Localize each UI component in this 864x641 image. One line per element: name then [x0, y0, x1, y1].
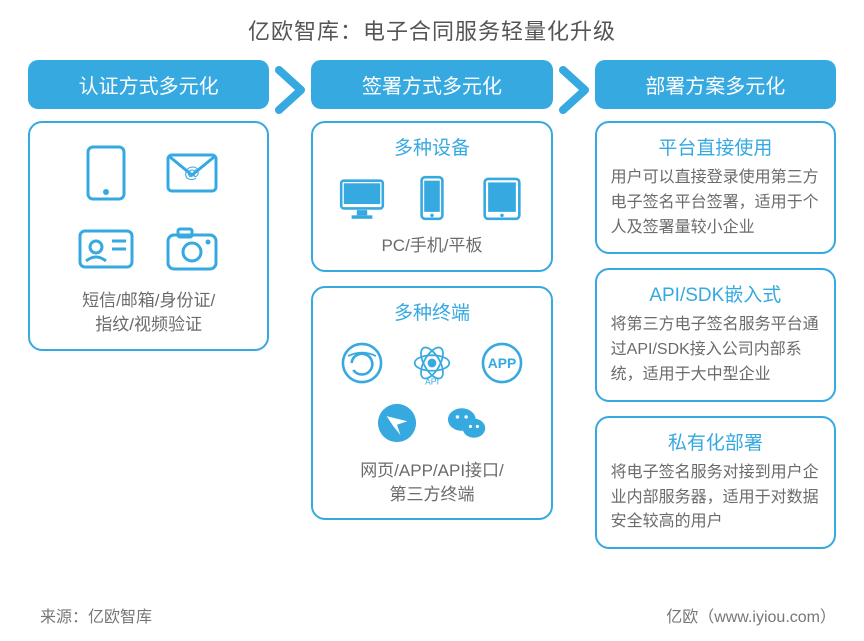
terminals-icon-row-1 [323, 331, 540, 391]
deploy-api-body: 将第三方电子签名服务平台通过API/SDK接入公司内部系统，适用于大中型企业 [607, 313, 824, 387]
column-deploy: 部署方案多元化 平台直接使用 用户可以直接登录使用第三方电子签名平台签署，适用于… [595, 60, 836, 563]
column-sign: 签署方式多元化 多种设备 PC/手机/平板 多种终端 网页/APP/API接口/… [311, 60, 552, 534]
deploy-api-title: API/SDK嵌入式 [607, 280, 824, 307]
deploy-private-body: 将电子签名服务对接到用户企业内部服务器，适用于对数据安全较高的用户 [607, 461, 824, 535]
arrow-2 [553, 60, 595, 114]
page-title: 亿欧智库：电子合同服务轻量化升级 [28, 14, 836, 46]
card-devices-title: 多种设备 [323, 133, 540, 160]
card-auth-methods: 短信/邮箱/身份证/ 指纹/视频验证 [28, 121, 269, 351]
idcard-icon [76, 219, 136, 279]
deploy-platform-title: 平台直接使用 [607, 133, 824, 160]
column-auth: 认证方式多元化 短信/邮箱/身份证/ 指纹/视频验证 [28, 60, 269, 365]
arrow-1 [269, 60, 311, 114]
camera-icon [162, 219, 222, 279]
card-devices: 多种设备 PC/手机/平板 [311, 121, 552, 272]
app-circle-icon [476, 337, 528, 389]
mail-icon [162, 143, 222, 203]
dingtalk-icon [371, 397, 423, 449]
monitor-icon [336, 172, 388, 224]
deploy-private-title: 私有化部署 [607, 428, 824, 455]
header-deploy: 部署方案多元化 [595, 60, 836, 109]
footer: 来源：亿欧智库 亿欧（www.iyiou.com） [40, 603, 836, 627]
auth-icon-grid [40, 133, 257, 281]
devices-icon-row [323, 166, 540, 226]
card-deploy-private: 私有化部署 将电子签名服务对接到用户企业内部服务器，适用于对数据安全较高的用户 [595, 416, 836, 549]
terminals-caption: 网页/APP/API接口/ 第三方终端 [323, 459, 540, 507]
footer-source: 来源：亿欧智库 [40, 603, 152, 627]
phone-icon [76, 143, 136, 203]
columns-container: 认证方式多元化 短信/邮箱/身份证/ 指纹/视频验证 签署方式多元化 多种设备 … [28, 60, 836, 563]
devices-caption: PC/手机/平板 [323, 234, 540, 258]
api-atom-icon [406, 337, 458, 389]
browser-e-icon [336, 337, 388, 389]
auth-caption: 短信/邮箱/身份证/ 指纹/视频验证 [40, 289, 257, 337]
card-terminals-title: 多种终端 [323, 298, 540, 325]
smartphone-icon [406, 172, 458, 224]
card-deploy-platform: 平台直接使用 用户可以直接登录使用第三方电子签名平台签署，适用于个人及签署量较小… [595, 121, 836, 254]
card-terminals: 多种终端 网页/APP/API接口/ 第三方终端 [311, 286, 552, 521]
card-deploy-api: API/SDK嵌入式 将第三方电子签名服务平台通过API/SDK接入公司内部系统… [595, 268, 836, 401]
wechat-icon [441, 397, 493, 449]
deploy-platform-body: 用户可以直接登录使用第三方电子签名平台签署，适用于个人及签署量较小企业 [607, 166, 824, 240]
header-sign: 签署方式多元化 [311, 60, 552, 109]
footer-brand: 亿欧（www.iyiou.com） [666, 603, 836, 627]
tablet-icon [476, 172, 528, 224]
header-auth: 认证方式多元化 [28, 60, 269, 109]
terminals-icon-row-2 [323, 391, 540, 451]
